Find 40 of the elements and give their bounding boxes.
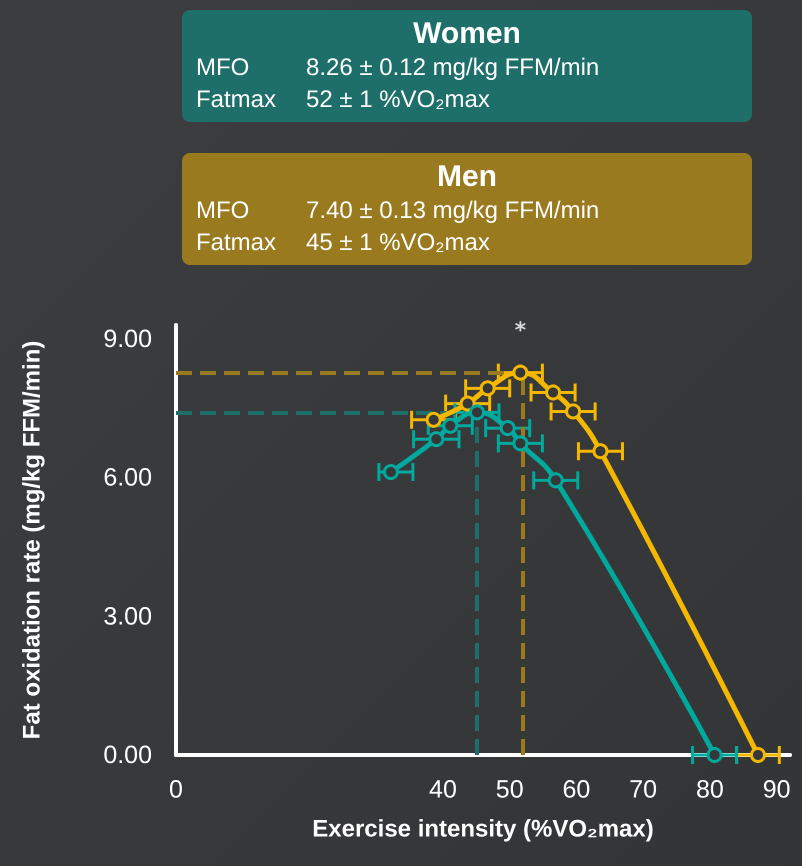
x-tick-label: 60 xyxy=(562,776,590,804)
text: Men xyxy=(436,159,498,195)
text: MFO xyxy=(196,196,250,226)
text: Women xyxy=(412,16,522,52)
point xyxy=(480,380,496,396)
point xyxy=(428,431,444,448)
x-tick-label: 90 xyxy=(762,776,791,804)
x-tick-label: 0 xyxy=(169,776,183,804)
y-tick-label: 3.00 xyxy=(103,602,152,630)
point xyxy=(750,747,766,763)
x-tick-label: 80 xyxy=(696,776,724,804)
point xyxy=(500,420,516,436)
y-tick-label: 6.00 xyxy=(103,464,152,492)
x-axis-title: Exercise intensity (%VO₂max) xyxy=(312,816,654,842)
point xyxy=(545,384,562,400)
point xyxy=(548,472,564,488)
x-tick-label: 50 xyxy=(496,776,524,804)
y-axis-title: Fat oxidation rate (mg/kg FFM/min) xyxy=(18,340,46,740)
text: MFO xyxy=(196,53,250,83)
text: 8.26 ± 0.12 mg/kg FFM/min xyxy=(306,54,600,81)
annotation: * xyxy=(514,318,527,344)
x-tick-label: 70 xyxy=(629,776,658,804)
point xyxy=(442,418,458,434)
point xyxy=(469,404,485,420)
point xyxy=(460,396,476,412)
text: Fatmax xyxy=(196,85,278,115)
point xyxy=(382,464,399,480)
text: 52 ± 1 %VO₂max xyxy=(306,86,490,113)
x-tick-label: 40 xyxy=(429,776,457,804)
point xyxy=(592,443,608,460)
point xyxy=(512,364,528,381)
point xyxy=(426,412,442,428)
text: 45 ± 1 %VO₂max xyxy=(306,229,490,256)
point xyxy=(512,435,528,452)
text: Fatmax xyxy=(196,228,278,258)
y-tick-label: 9.00 xyxy=(103,324,152,353)
text: 7.40 ± 0.13 mg/kg FFM/min xyxy=(306,197,600,224)
y-tick-label: 0.00 xyxy=(103,741,152,769)
point xyxy=(565,403,582,420)
point xyxy=(706,747,723,763)
